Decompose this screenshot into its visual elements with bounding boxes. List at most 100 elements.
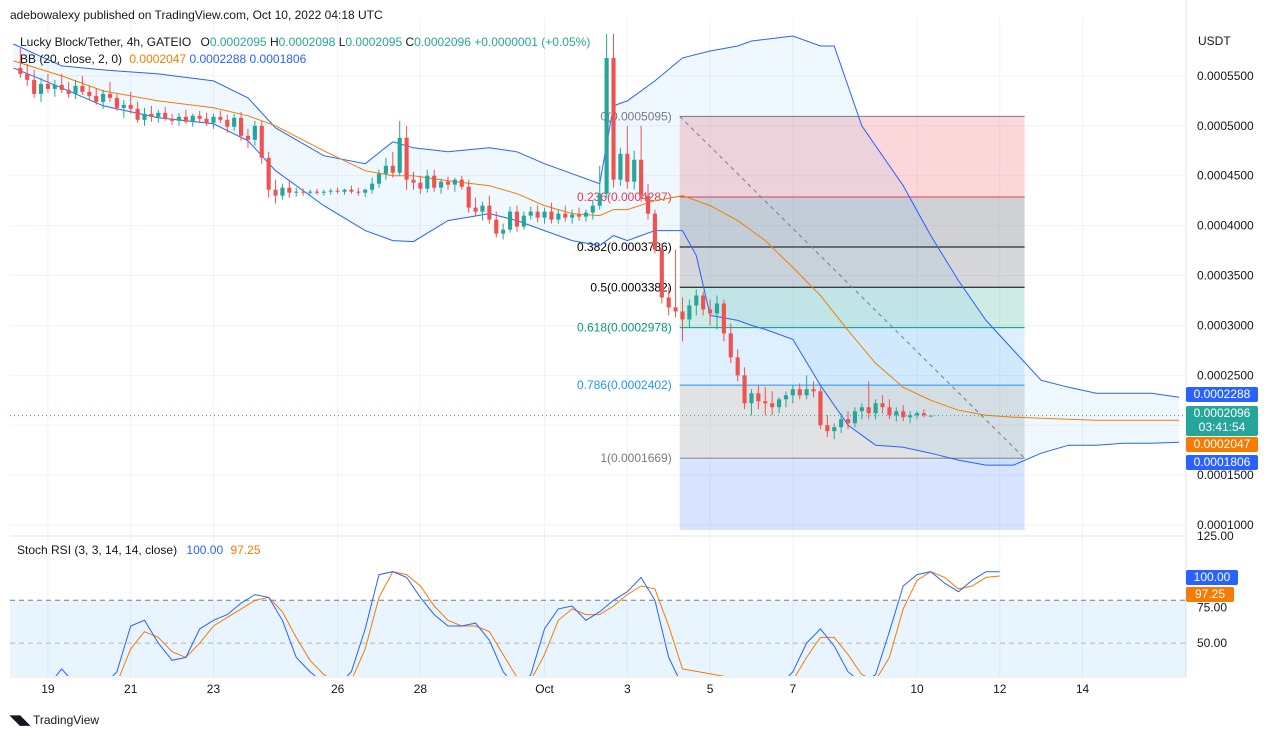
candle-body bbox=[142, 113, 147, 120]
candle-body bbox=[639, 159, 644, 196]
candle-body bbox=[618, 153, 623, 180]
candle-body bbox=[763, 401, 768, 404]
candle-body bbox=[238, 117, 244, 136]
currency-label: USDT bbox=[1198, 34, 1231, 48]
candle-body bbox=[859, 407, 864, 412]
candle-body bbox=[742, 375, 747, 404]
candle-body bbox=[466, 186, 471, 208]
time-tick-label: 3 bbox=[624, 682, 631, 696]
candle-body bbox=[880, 403, 885, 408]
bb-basis-line bbox=[13, 60, 1180, 421]
price-tick-label: 0.0003500 bbox=[1197, 269, 1254, 283]
candle-body bbox=[363, 189, 368, 193]
bb-basis-badge: 0.0002047 bbox=[1186, 437, 1258, 452]
candle-body bbox=[583, 212, 588, 217]
bollinger-bands bbox=[13, 35, 1180, 466]
candle-body bbox=[32, 79, 37, 94]
candle-body bbox=[80, 85, 85, 92]
ohlc-open-key: O bbox=[200, 35, 210, 49]
candle-body bbox=[252, 125, 257, 140]
fib-level-label: 1(0.0001669) bbox=[600, 451, 671, 465]
candle-body bbox=[445, 181, 451, 185]
candle-body bbox=[107, 93, 113, 98]
candle-body bbox=[680, 311, 685, 320]
candle-body bbox=[797, 389, 802, 396]
ohlc-high: 0.0002098 bbox=[278, 35, 336, 49]
candle-body bbox=[887, 407, 892, 416]
fib-zone bbox=[679, 196, 1025, 247]
candle-body bbox=[163, 112, 168, 119]
fib-zone bbox=[679, 385, 1025, 459]
bb-basis-value: 0.0002047 bbox=[129, 52, 187, 66]
candle-body bbox=[218, 116, 223, 120]
candle-body bbox=[135, 108, 140, 120]
candle-body bbox=[149, 113, 154, 117]
candle-body bbox=[790, 389, 795, 396]
candle-body bbox=[183, 116, 188, 122]
candle-body bbox=[908, 415, 913, 418]
price-tick-label: 0.0003000 bbox=[1197, 318, 1254, 332]
candle-body bbox=[708, 309, 713, 314]
candle-body bbox=[87, 91, 92, 96]
stoch-title: Stoch RSI (3, 3, 14, 14, close) bbox=[17, 543, 178, 557]
candle-body bbox=[901, 411, 906, 418]
stoch-tick-label: 75.00 bbox=[1197, 600, 1227, 614]
candle-body bbox=[52, 84, 57, 89]
candle-body bbox=[914, 413, 920, 416]
symbol-legend[interactable]: Lucky Block/Tether, 4h, GATEIO O0.000209… bbox=[20, 35, 590, 49]
fib-zone bbox=[679, 116, 1025, 197]
candle-body bbox=[625, 153, 630, 182]
candle-body bbox=[749, 393, 754, 404]
fib-zone bbox=[679, 287, 1025, 328]
candle-body bbox=[170, 118, 175, 121]
ohlc-high-key: H bbox=[269, 35, 279, 49]
tradingview-logo[interactable]: ◥◣ TradingView bbox=[10, 712, 99, 728]
fib-level-label: 0.382(0.0003786) bbox=[577, 240, 672, 254]
candle-body bbox=[590, 205, 595, 213]
candle-body bbox=[314, 191, 320, 193]
last-price-badge: 0.0002096 03:41:54 bbox=[1186, 406, 1258, 436]
bb-upper-line bbox=[13, 35, 1180, 398]
publisher-line: adebowalexy published on TradingView.com… bbox=[10, 8, 383, 22]
candle-body bbox=[659, 249, 664, 298]
candle-body bbox=[397, 137, 402, 173]
stoch-legend[interactable]: Stoch RSI (3, 3, 14, 14, close) 100.00 9… bbox=[17, 543, 261, 557]
fib-zone-extension bbox=[679, 459, 1025, 531]
candle-body bbox=[921, 413, 926, 416]
candle-body bbox=[804, 389, 809, 396]
fib-trend-line bbox=[679, 115, 1025, 459]
time-tick-label: 28 bbox=[414, 682, 428, 696]
candle-body bbox=[232, 117, 237, 127]
candle-body bbox=[328, 190, 333, 192]
bb-upper-badge: 0.0002288 bbox=[1186, 387, 1258, 402]
axes: 0.0005500 0.0005000 0.0004500 0.0004000 0.00… bbox=[41, 69, 1254, 696]
candle-body bbox=[439, 181, 444, 188]
price-tick-label: 0.0004500 bbox=[1197, 169, 1254, 183]
candle-body bbox=[542, 211, 547, 218]
bb-lower-badge: 0.0001806 bbox=[1186, 455, 1258, 470]
time-tick-label: 21 bbox=[124, 682, 138, 696]
candle-body bbox=[632, 159, 637, 182]
candle-body bbox=[59, 84, 64, 90]
stoch-tick-label: 50.00 bbox=[1197, 636, 1227, 650]
candle-body bbox=[273, 189, 278, 196]
candle-body bbox=[494, 219, 499, 234]
ohlc-low: 0.0002095 bbox=[345, 35, 403, 49]
candle-body bbox=[287, 187, 292, 193]
candle-body bbox=[225, 119, 230, 127]
stoch-d-line bbox=[119, 571, 1000, 676]
price-grid bbox=[10, 0, 1187, 678]
candle-body bbox=[549, 211, 554, 220]
time-tick-label: 14 bbox=[1076, 682, 1090, 696]
bb-legend[interactable]: BB (20, close, 2, 0) 0.0002047 0.0002288… bbox=[20, 52, 306, 66]
candle-body bbox=[818, 391, 823, 426]
bb-background bbox=[13, 36, 1180, 466]
ohlc-open: 0.0002095 bbox=[209, 35, 267, 49]
candle-body bbox=[563, 213, 568, 218]
time-tick-label: 7 bbox=[790, 682, 797, 696]
candle-body bbox=[301, 191, 306, 193]
candle-body bbox=[197, 115, 202, 119]
candle-body bbox=[335, 190, 340, 192]
price-tick-label: 0.0001000 bbox=[1197, 518, 1254, 532]
